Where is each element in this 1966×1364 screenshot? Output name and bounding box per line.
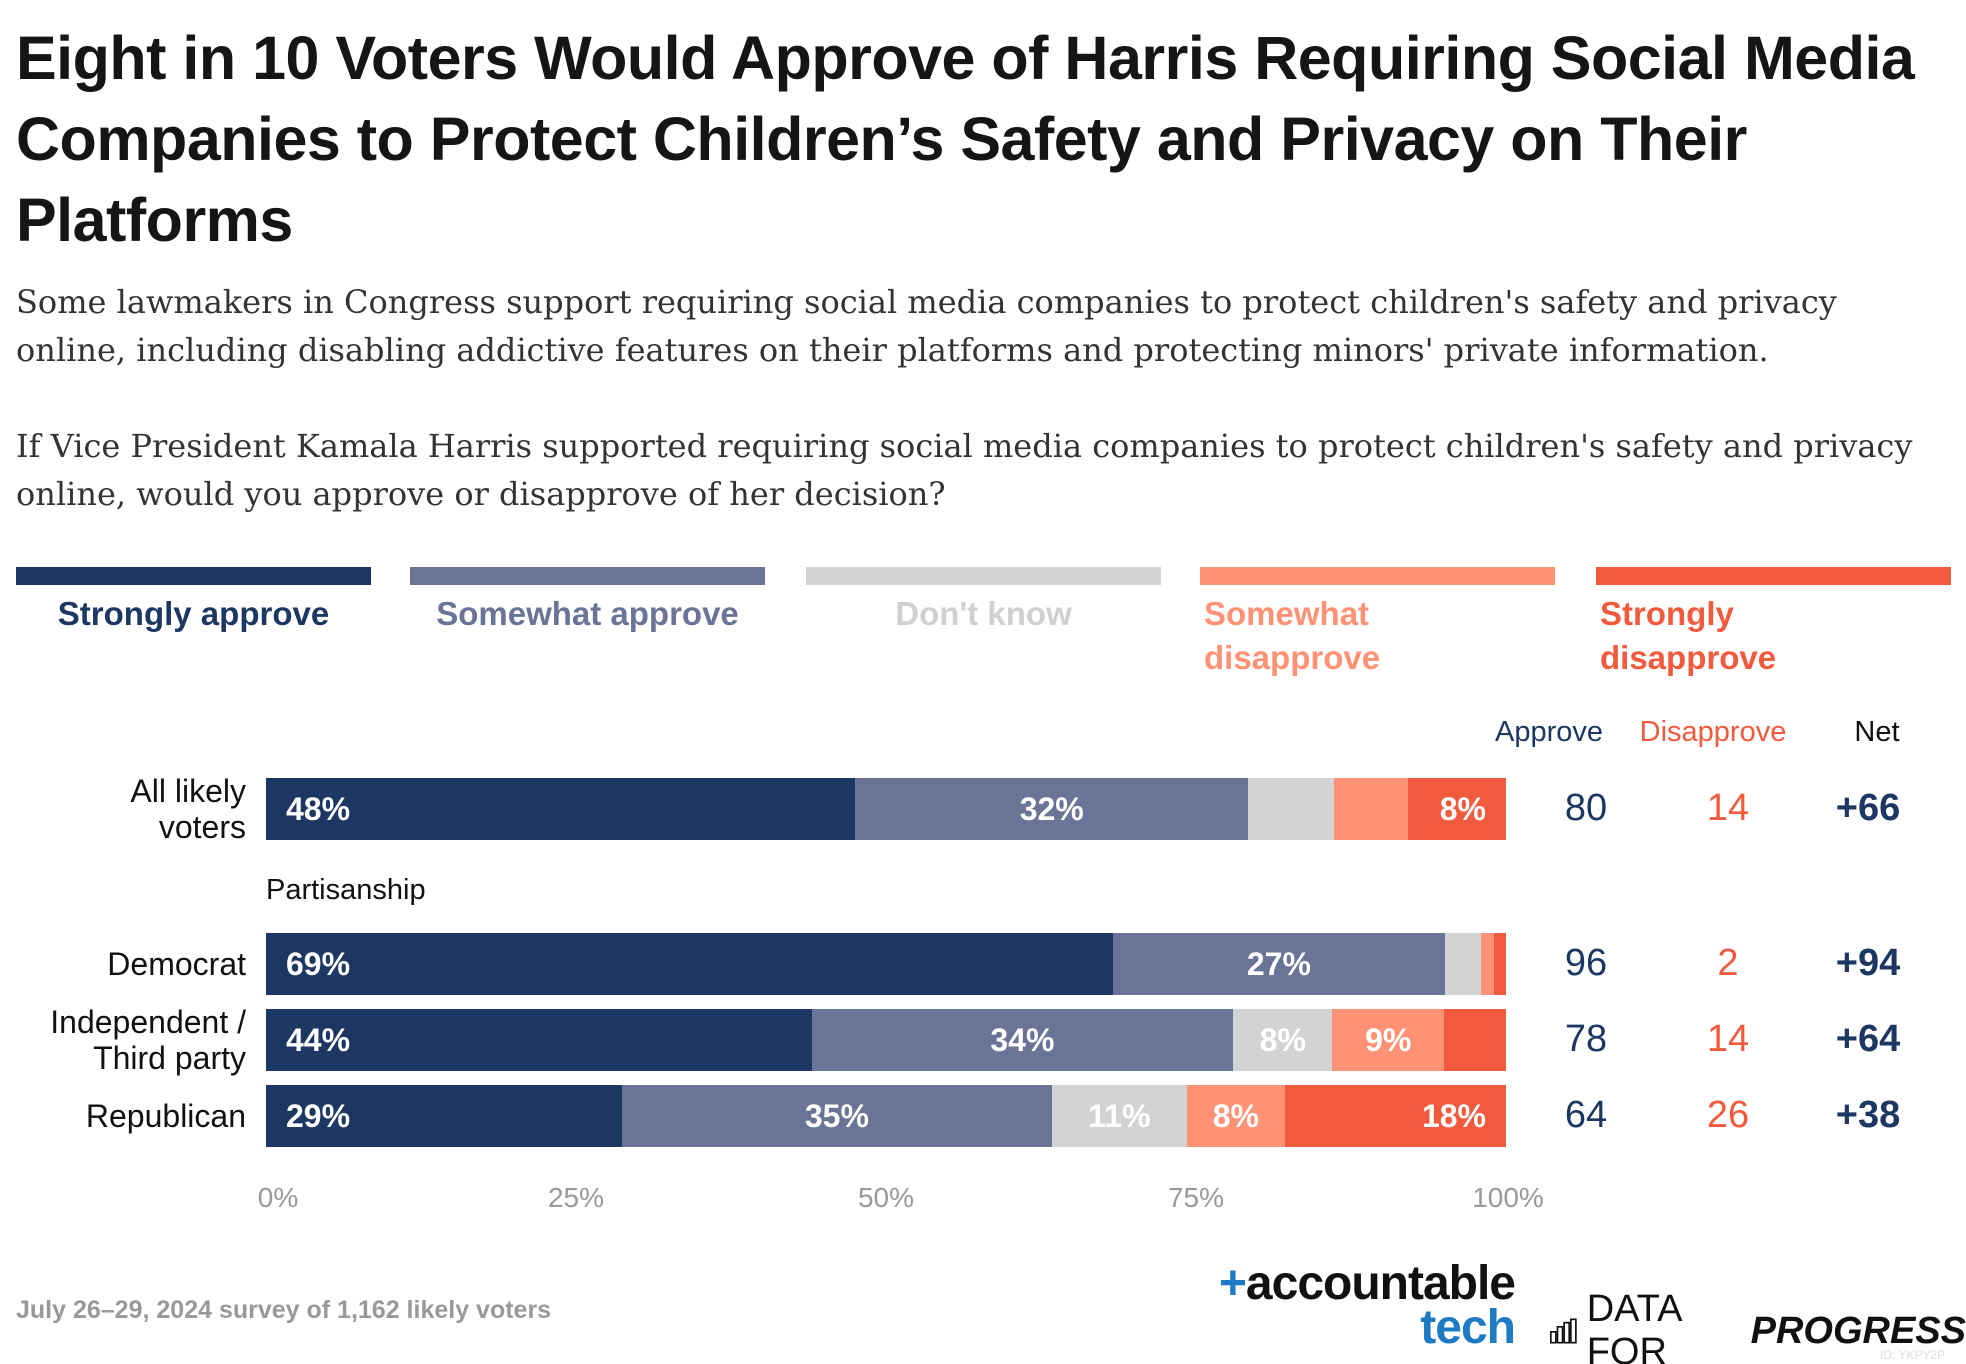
bar-data-label: 35% — [804, 1097, 869, 1134]
legend-swatch — [1596, 567, 1951, 585]
chart-subtitle-question: If Vice President Kamala Harris supporte… — [16, 427, 1913, 513]
bar-segment-somewhat-disapprove — [1481, 933, 1494, 995]
net-value: +38 — [1835, 1094, 1901, 1136]
bar-segment-somewhat-approve — [622, 1085, 1052, 1147]
x-tick-label: 75% — [1167, 1182, 1225, 1213]
column-header-net: Net — [1854, 716, 1900, 748]
bar-segment-somewhat-approve — [855, 778, 1249, 840]
bar-segment-don-t-know — [1248, 778, 1335, 840]
disapprove-value: 2 — [1717, 942, 1739, 984]
approve-value: 64 — [1564, 1094, 1608, 1136]
logo-data-for-text: DATA FOR — [1586, 1288, 1681, 1364]
data-for-progress-logo: DATA FOR PROGRESS — [1550, 1288, 1966, 1364]
bar-data-label: 44% — [286, 1021, 351, 1058]
bar-chart-icon — [1550, 1318, 1577, 1344]
accountable-tech-logo: +accountable tech — [1195, 1260, 1516, 1354]
bar-segment-somewhat-approve — [1113, 933, 1445, 995]
bar-segment-don-t-know — [1051, 1085, 1187, 1147]
net-value: +64 — [1835, 1018, 1901, 1060]
chart-title: Eight in 10 Voters Would Approve of Harr… — [16, 24, 1915, 254]
bar-segment-strongly-approve — [266, 933, 1114, 995]
x-tick-label: 25% — [547, 1182, 605, 1213]
chart-id: ID: YKPY2P — [1880, 1348, 1946, 1362]
stacked-bar: 29% 35% 11% 8% 18% — [266, 1085, 1506, 1147]
disapprove-value: 14 — [1706, 1018, 1750, 1060]
bar-data-label: 29% — [286, 1097, 351, 1134]
column-header-disapprove: Disapprove — [1639, 716, 1787, 748]
legend-swatch — [16, 567, 371, 585]
group-label-partisanship: Partisanship — [266, 874, 426, 906]
bar-segment-strongly-disapprove — [1407, 778, 1506, 840]
bar-data-label: 27% — [1246, 945, 1311, 982]
bar-data-label: 34% — [990, 1021, 1055, 1058]
bar-segment-strongly-disapprove — [1285, 1085, 1506, 1147]
bar-segment-somewhat-disapprove — [1334, 778, 1408, 840]
bar-data-label: 32% — [1019, 790, 1084, 827]
legend-swatch — [410, 567, 765, 585]
bar-data-label: 69% — [286, 945, 351, 982]
legend-label: Somewhat disapprove — [1204, 595, 1381, 676]
bar-segment-don-t-know — [1444, 933, 1482, 995]
bar-segment-somewhat-disapprove — [1186, 1085, 1285, 1147]
legend-swatch — [1200, 567, 1555, 585]
approve-value: 96 — [1564, 942, 1608, 984]
row-label: All likely voters — [130, 773, 246, 845]
legend-label: Don't know — [895, 595, 1072, 632]
chart-subtitle-context: Some lawmakers in Congress support requi… — [16, 283, 1837, 369]
approve-value: 78 — [1564, 1018, 1608, 1060]
net-value: +66 — [1835, 787, 1901, 829]
logo-progress-text: PROGRESS — [1750, 1309, 1966, 1352]
column-header-approve: Approve — [1494, 716, 1603, 748]
x-tick-label: 100% — [1472, 1182, 1544, 1213]
stacked-bar: 48% 32% 8% — [266, 778, 1506, 840]
bar-segment-somewhat-disapprove — [1332, 1009, 1444, 1071]
bar-segment-strongly-approve — [266, 1009, 812, 1071]
legend-label: Strongly approve — [57, 595, 330, 632]
bar-data-label: 48% — [286, 790, 351, 827]
legend-label: Strongly disapprove — [1600, 595, 1777, 676]
bar-segment-strongly-approve — [266, 1085, 623, 1147]
bar-segment-don-t-know — [1233, 1009, 1333, 1071]
bar-segment-strongly-approve — [266, 778, 856, 840]
bar-segment-somewhat-approve — [811, 1009, 1234, 1071]
footer-note: July 26–29, 2024 survey of 1,162 likely … — [16, 1296, 552, 1324]
bar-data-label: 8% — [1212, 1097, 1259, 1134]
bar-data-label: 11% — [1088, 1097, 1151, 1134]
bar-data-label: 18% — [1421, 1097, 1486, 1134]
bar-data-label: 8% — [1439, 790, 1486, 827]
logo-accountable-text: accountable — [1245, 1257, 1516, 1310]
row-label: Republican — [85, 1098, 246, 1134]
stacked-bar: 44% 34% 8% 9% — [266, 1009, 1506, 1071]
row-label: Democrat — [107, 946, 246, 982]
logo-tech-text: tech — [1420, 1301, 1516, 1354]
legend-swatch — [806, 567, 1161, 585]
legend-label: Somewhat approve — [436, 595, 739, 632]
bar-data-label: 9% — [1365, 1021, 1412, 1058]
row-label: Independent / Third party — [50, 1004, 246, 1076]
x-tick-label: 0% — [257, 1182, 299, 1213]
approve-value: 80 — [1564, 787, 1608, 829]
stacked-bar: 69% 27% — [266, 933, 1506, 995]
bar-segment-strongly-disapprove — [1493, 933, 1506, 995]
x-tick-label: 50% — [857, 1182, 915, 1213]
disapprove-value: 26 — [1706, 1094, 1750, 1136]
net-value: +94 — [1835, 942, 1901, 984]
bar-data-label: 8% — [1259, 1021, 1306, 1058]
disapprove-value: 14 — [1706, 787, 1750, 829]
bar-segment-strongly-disapprove — [1444, 1009, 1506, 1071]
